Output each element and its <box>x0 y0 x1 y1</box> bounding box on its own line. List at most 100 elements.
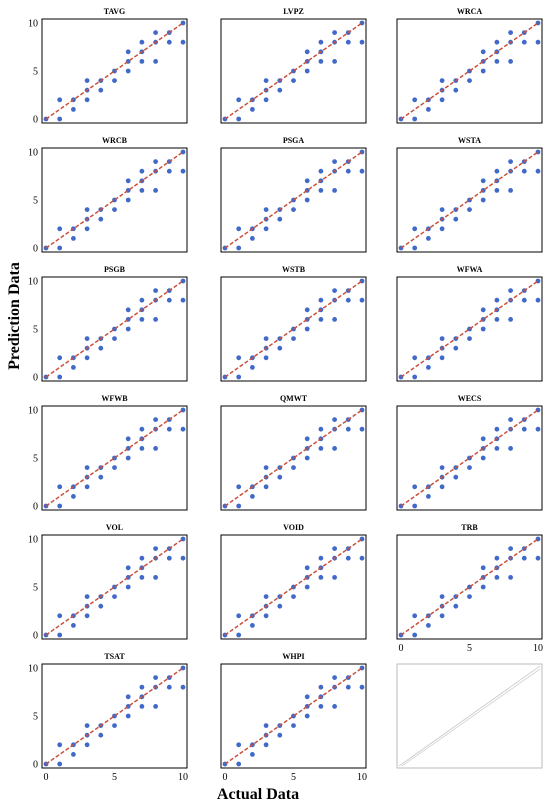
data-point <box>250 752 255 757</box>
data-point <box>236 742 242 748</box>
data-point <box>480 326 486 332</box>
data-point <box>304 178 310 184</box>
data-point <box>480 178 486 184</box>
x-tick-label: 10 <box>533 643 543 654</box>
data-point <box>480 197 486 203</box>
panel-frame <box>41 534 188 640</box>
data-point <box>332 159 337 165</box>
panel-lvpz: LVPZ <box>220 7 367 124</box>
data-point <box>125 455 131 461</box>
data-point <box>508 59 513 64</box>
data-point <box>153 575 159 580</box>
data-point <box>332 417 337 422</box>
data-point <box>153 704 159 709</box>
data-point <box>439 226 445 232</box>
panel-frame <box>396 147 543 253</box>
data-point <box>57 245 63 251</box>
data-point <box>467 594 472 599</box>
empty-panel <box>396 663 543 769</box>
panel-vol: VOL 0 5 10 <box>28 523 188 642</box>
data-point <box>139 555 145 561</box>
data-point <box>153 59 159 64</box>
panel-title: WSTA <box>458 136 481 145</box>
panel-title: TAVG <box>104 7 126 16</box>
data-point <box>318 446 324 451</box>
y-tick-label: 0 <box>33 373 38 384</box>
data-point <box>332 546 337 551</box>
data-point <box>139 168 145 174</box>
data-point <box>139 704 145 709</box>
data-point <box>166 297 172 303</box>
panel-title: QMWT <box>280 394 308 403</box>
data-point <box>277 216 283 222</box>
data-point <box>332 575 337 580</box>
x-tick-label: 5 <box>467 643 472 654</box>
empty-panel-frame <box>396 663 543 769</box>
data-point <box>84 613 90 619</box>
data-point <box>480 584 486 590</box>
data-point <box>439 355 445 361</box>
data-point <box>332 188 337 193</box>
data-point <box>263 723 269 728</box>
data-point <box>57 116 63 122</box>
data-point <box>125 694 131 700</box>
panel-wrcb: WRCB 0 5 10 <box>28 136 188 255</box>
data-point <box>535 555 541 561</box>
data-point <box>166 555 172 561</box>
data-point <box>84 97 90 103</box>
data-point <box>84 336 90 341</box>
data-point <box>494 426 500 432</box>
data-point <box>153 675 159 680</box>
panel-grid: TAVG 0 5 10 LVPZ WRCA WRCB 0 5 10 PSGA WSTA PSGB 0 5 10… <box>28 7 543 783</box>
data-point <box>98 603 104 609</box>
data-point <box>277 732 283 738</box>
data-point <box>112 723 117 728</box>
data-point <box>332 30 337 35</box>
data-point <box>494 39 500 45</box>
panel-frame <box>220 663 367 769</box>
data-point <box>98 732 104 738</box>
figure-x-axis-label: Actual Data <box>217 786 299 803</box>
y-tick-label: 0 <box>33 631 38 642</box>
identity-line <box>45 667 184 765</box>
data-point <box>412 355 418 361</box>
data-point <box>304 326 310 332</box>
data-point <box>166 168 172 174</box>
data-point <box>412 97 418 103</box>
data-point <box>494 446 500 451</box>
data-point <box>84 465 90 470</box>
data-point <box>508 575 513 580</box>
y-tick-label: 0 <box>33 115 38 126</box>
data-point <box>480 436 486 442</box>
data-point <box>480 455 486 461</box>
identity-line <box>224 409 363 507</box>
panel-title: VOL <box>106 523 123 532</box>
data-point <box>125 68 131 74</box>
data-point <box>180 297 186 303</box>
y-tick-label: 10 <box>28 148 38 159</box>
data-point <box>412 484 418 490</box>
panel-frame <box>41 18 188 124</box>
data-point <box>277 87 283 93</box>
data-point <box>508 317 513 322</box>
data-point <box>291 78 296 83</box>
data-point <box>57 97 63 103</box>
data-point <box>125 326 131 332</box>
data-point <box>236 226 242 232</box>
data-point <box>98 216 104 222</box>
data-point <box>263 336 269 341</box>
data-point <box>84 723 90 728</box>
data-point <box>318 168 324 174</box>
data-point <box>180 39 186 45</box>
data-point <box>535 39 541 45</box>
data-point <box>277 603 283 609</box>
data-point <box>291 207 296 213</box>
data-point <box>535 426 541 432</box>
panel-wfwa: WFWA <box>396 265 543 382</box>
x-tick-label: 0 <box>44 772 49 783</box>
identity-line <box>224 280 363 378</box>
panel-frame <box>396 405 543 511</box>
panel-frame <box>396 18 543 124</box>
data-point <box>318 317 324 322</box>
data-point <box>277 474 283 480</box>
